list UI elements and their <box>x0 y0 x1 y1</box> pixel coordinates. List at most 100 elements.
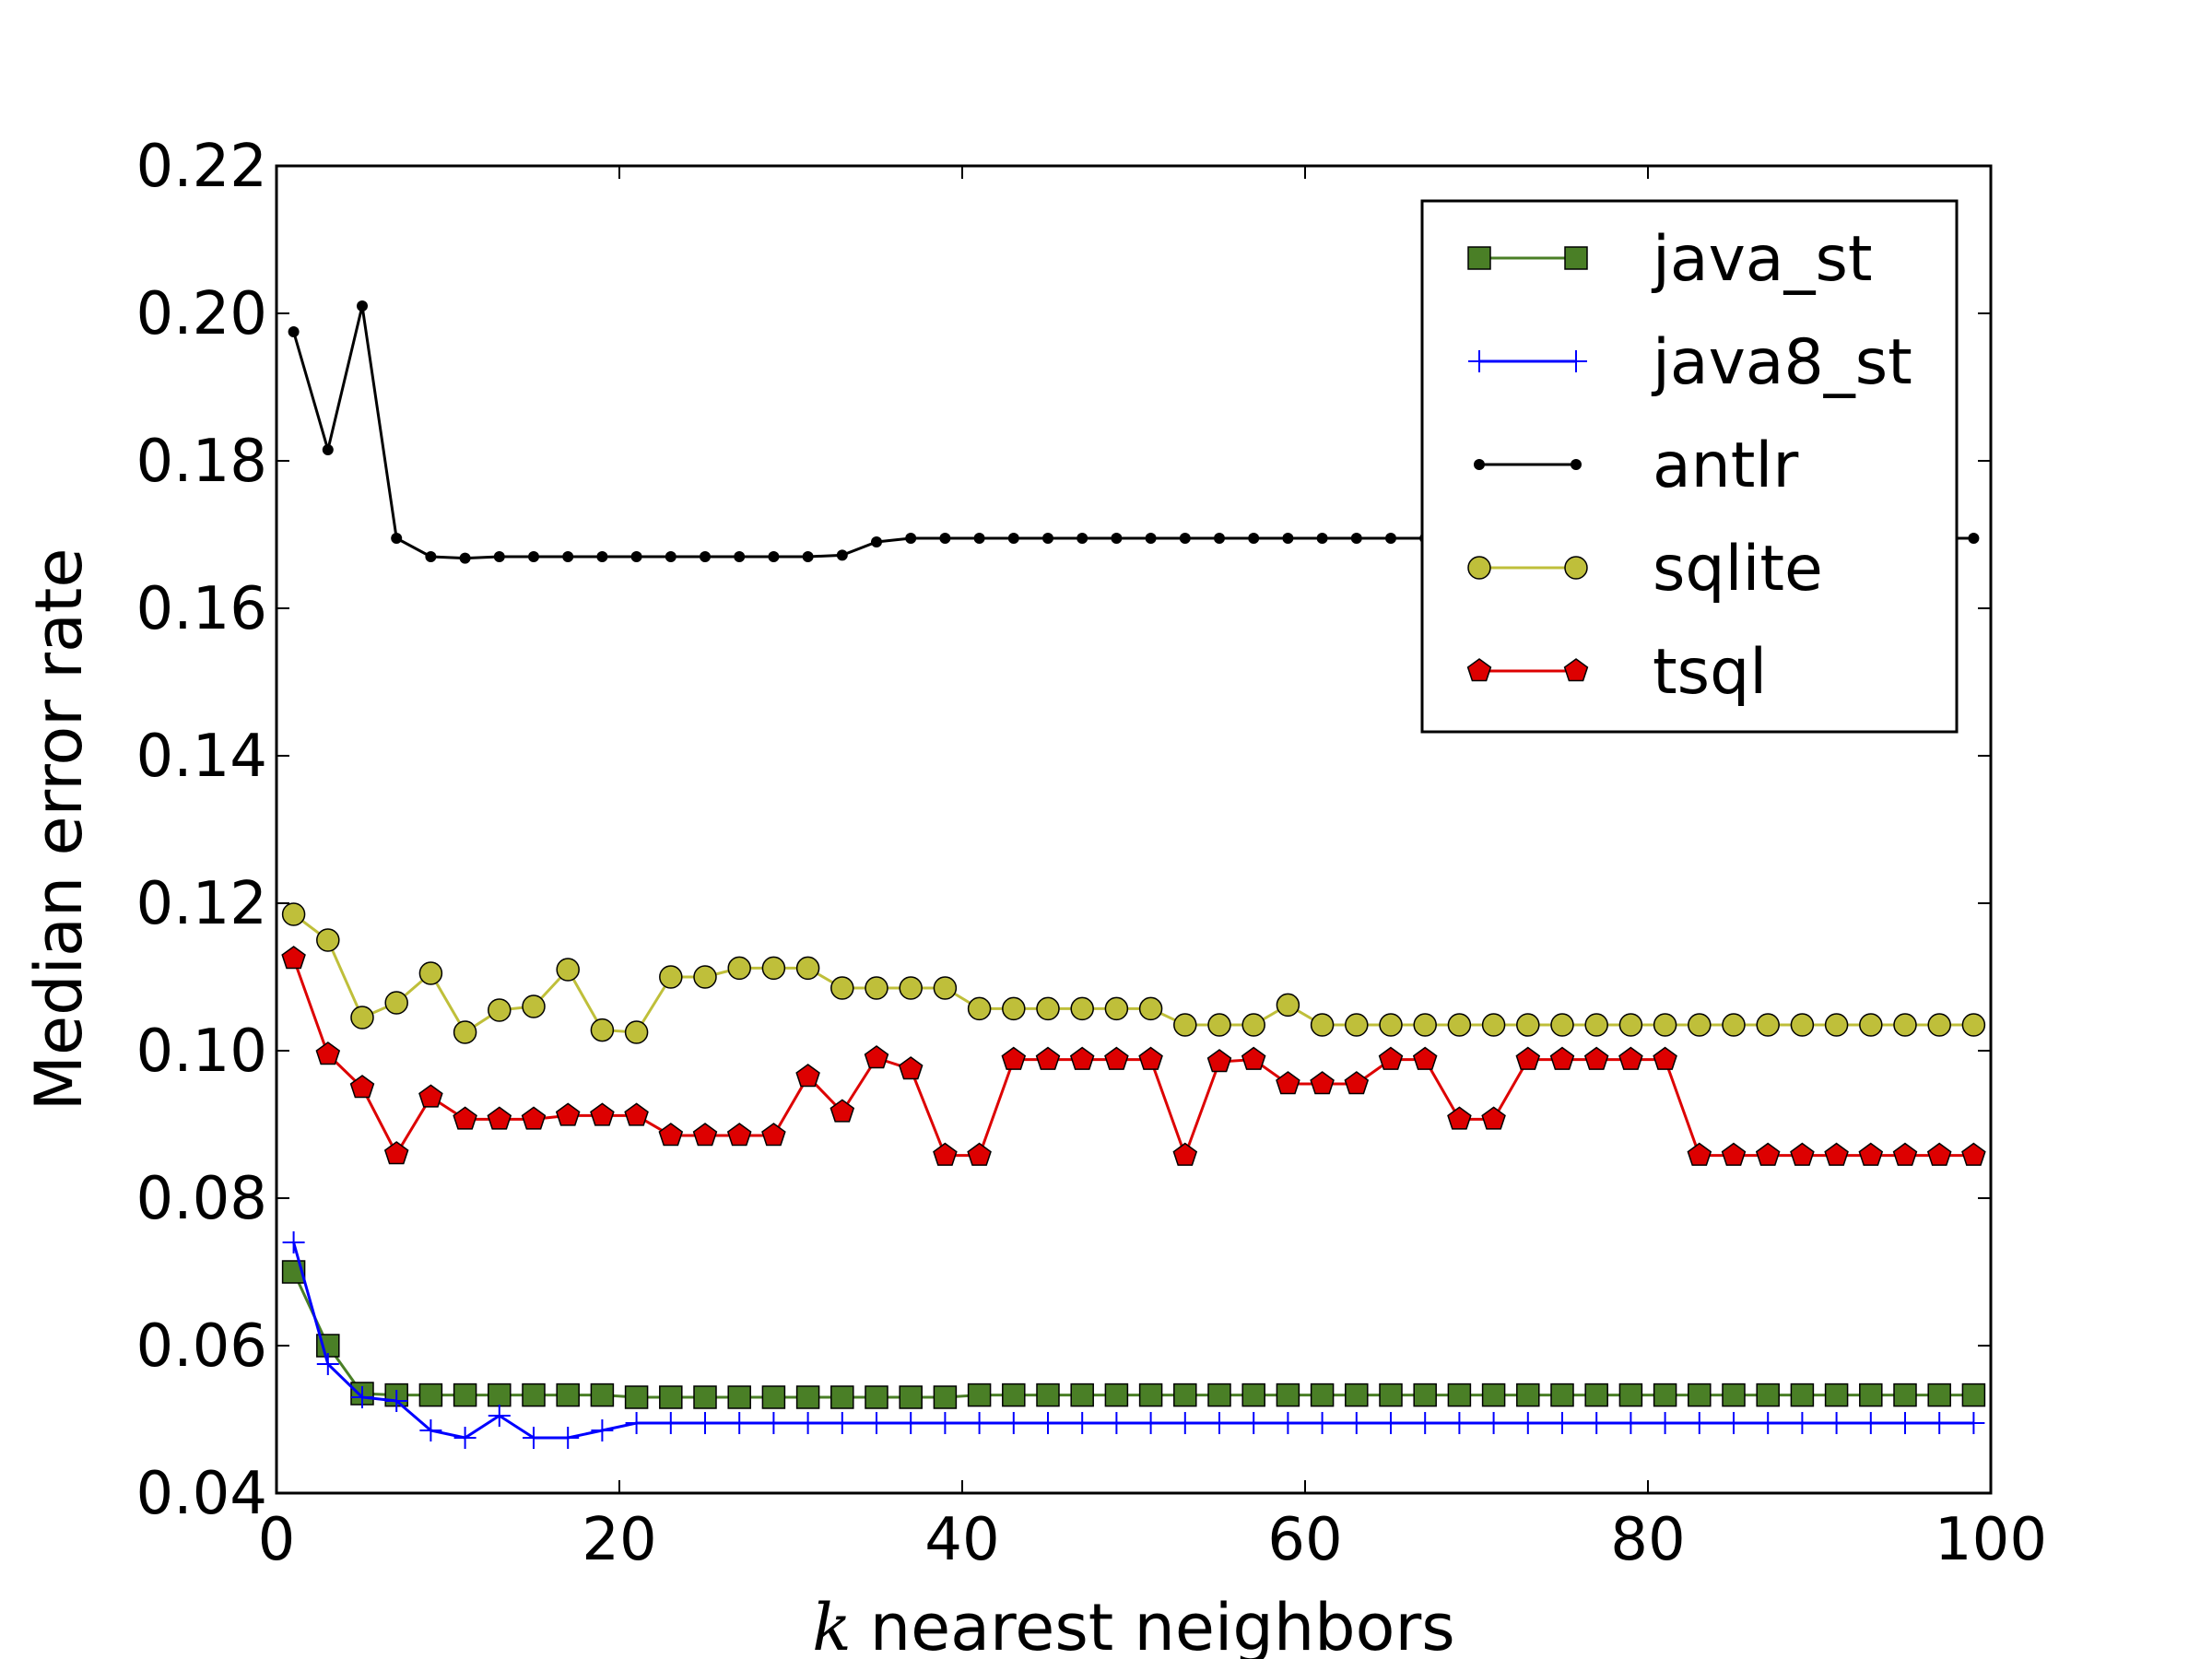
data-point-java_st <box>1618 1382 1643 1407</box>
data-point-sqlite <box>1790 1013 1815 1037</box>
data-point-sqlite <box>1104 996 1129 1021</box>
data-point-sqlite <box>1481 1013 1506 1037</box>
data-point-sqlite <box>1241 1013 1265 1037</box>
data-point-java8_st <box>351 1386 373 1408</box>
data-point-sqlite <box>1276 993 1300 1018</box>
data-point-java8_st <box>523 1427 545 1449</box>
data-point-java8_st <box>1414 1412 1437 1434</box>
data-point-tsql <box>658 1123 684 1147</box>
data-point-tsql <box>487 1106 512 1130</box>
legend-item-java_st: java_st <box>1467 223 1873 296</box>
data-point-antlr <box>871 536 882 547</box>
data-point-sqlite <box>1893 1013 1917 1037</box>
legend-box <box>1420 199 1959 734</box>
data-point-java8_st <box>694 1412 716 1434</box>
data-point-java8_st <box>1173 1412 1196 1434</box>
data-point-tsql <box>1653 1046 1677 1070</box>
legend-marker-antlr <box>1571 459 1582 470</box>
data-point-antlr <box>1350 533 1362 544</box>
data-point-java_st <box>933 1385 958 1409</box>
data-point-tsql <box>1687 1142 1712 1166</box>
data-point-sqlite <box>1138 996 1163 1021</box>
data-point-antlr <box>734 551 746 562</box>
x-tick-label: 40 <box>924 1506 999 1574</box>
legend-marker-sqlite <box>1564 556 1588 580</box>
data-point-java8_st <box>316 1353 339 1375</box>
data-point-java8_st <box>1208 1412 1230 1434</box>
data-point-java_st <box>830 1385 854 1409</box>
data-point-antlr <box>528 551 539 562</box>
data-point-java_st <box>1961 1382 1986 1407</box>
data-point-tsql <box>1755 1142 1781 1166</box>
data-point-java_st <box>418 1382 443 1407</box>
y-tick-label: 0.10 <box>136 1018 268 1086</box>
data-point-java_st <box>1550 1382 1574 1407</box>
data-point-antlr <box>357 300 368 312</box>
data-point-tsql <box>795 1064 820 1088</box>
data-point-antlr <box>973 533 985 544</box>
data-point-java_st <box>1241 1382 1265 1407</box>
data-point-sqlite <box>1618 1013 1643 1037</box>
data-point-java8_st <box>282 1231 305 1253</box>
data-point-tsql <box>1276 1071 1300 1095</box>
data-point-java8_st <box>1928 1412 1951 1434</box>
legend-marker-antlr <box>1474 459 1485 470</box>
data-point-tsql <box>1412 1046 1438 1070</box>
legend-label-java_st: java_st <box>1651 223 1873 296</box>
x-tick-label: 20 <box>582 1506 656 1574</box>
data-point-tsql <box>761 1123 786 1147</box>
data-point-java8_st <box>1859 1412 1882 1434</box>
data-point-tsql <box>521 1106 547 1130</box>
data-point-java8_st <box>1688 1412 1711 1434</box>
data-point-java8_st <box>557 1427 580 1449</box>
x-axis-variable: k <box>812 1590 851 1659</box>
data-point-java_st <box>624 1385 649 1409</box>
data-point-tsql <box>1515 1046 1541 1070</box>
data-point-java_st <box>693 1385 717 1409</box>
data-point-antlr <box>1214 533 1225 544</box>
data-point-antlr <box>1007 533 1019 544</box>
data-point-tsql <box>1344 1071 1370 1095</box>
data-point-tsql <box>1824 1142 1849 1166</box>
series-java_st <box>281 1260 1986 1409</box>
data-point-antlr <box>768 551 780 562</box>
data-point-tsql <box>418 1084 443 1108</box>
data-point-antlr <box>493 551 505 562</box>
series-layer <box>281 300 1986 1449</box>
data-point-tsql <box>1618 1046 1643 1070</box>
legend-marker-tsql <box>1563 658 1589 682</box>
data-point-tsql <box>1447 1106 1472 1130</box>
data-point-antlr <box>1248 533 1260 544</box>
data-point-sqlite <box>1379 1013 1403 1037</box>
data-point-antlr <box>700 551 711 562</box>
x-tick-label: 0 <box>258 1506 296 1574</box>
legend-item-tsql: tsql <box>1466 636 1767 709</box>
data-point-sqlite <box>1961 1013 1986 1037</box>
data-point-sqlite <box>933 976 958 1000</box>
data-point-java_st <box>522 1382 546 1407</box>
data-point-java_st <box>1036 1382 1060 1407</box>
data-point-sqlite <box>1173 1013 1197 1037</box>
data-point-sqlite <box>659 965 683 989</box>
data-point-tsql <box>1241 1046 1266 1070</box>
data-point-sqlite <box>1859 1013 1883 1037</box>
data-point-tsql <box>453 1106 477 1130</box>
data-point-java_st <box>899 1385 923 1409</box>
data-point-java_st <box>1584 1382 1608 1407</box>
data-point-java_st <box>1859 1382 1883 1407</box>
data-point-java_st <box>1481 1382 1506 1407</box>
data-point-antlr <box>1282 533 1294 544</box>
data-point-java_st <box>1173 1382 1197 1407</box>
data-point-antlr <box>630 551 642 562</box>
data-point-sqlite <box>453 1020 477 1044</box>
data-point-sqlite <box>1756 1013 1780 1037</box>
data-point-tsql <box>726 1123 752 1147</box>
data-point-tsql <box>624 1102 649 1126</box>
data-point-java8_st <box>1105 1412 1128 1434</box>
data-point-java_st <box>1413 1382 1437 1407</box>
data-point-sqlite <box>761 956 786 981</box>
data-point-java_st <box>590 1382 615 1407</box>
data-point-tsql <box>349 1075 375 1099</box>
